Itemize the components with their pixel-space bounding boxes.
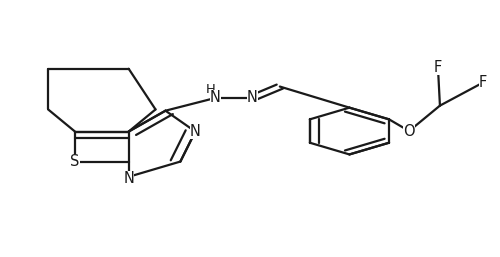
- Text: F: F: [478, 75, 487, 90]
- Text: S: S: [70, 154, 80, 169]
- Text: F: F: [434, 60, 442, 75]
- Text: N: N: [247, 90, 258, 105]
- Text: H: H: [206, 82, 215, 96]
- Text: N: N: [123, 171, 134, 186]
- Text: N: N: [210, 90, 220, 105]
- Text: N: N: [190, 124, 200, 139]
- Text: O: O: [404, 124, 415, 139]
